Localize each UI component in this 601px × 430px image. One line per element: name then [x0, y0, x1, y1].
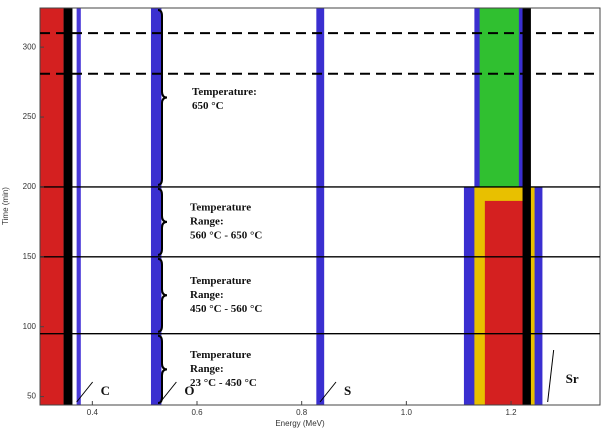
x-tick-label: 1.2 — [505, 408, 517, 417]
annotation: Range: — [190, 289, 224, 301]
brace — [157, 187, 168, 256]
annotation: Temperature: — [192, 86, 257, 98]
annotation: Temperature — [190, 349, 251, 361]
x-axis-label: Energy (MeV) — [275, 419, 325, 428]
signal-band — [150, 8, 162, 405]
annotation: Temperature — [190, 201, 251, 213]
annotation: Temperature — [190, 275, 251, 287]
y-tick-label: 250 — [23, 112, 37, 121]
x-tick-label: 0.8 — [296, 408, 308, 417]
y-tick-label: 300 — [23, 42, 37, 51]
signal-band — [63, 8, 73, 405]
y-tick-label: 150 — [23, 252, 37, 261]
x-tick-label: 1.0 — [401, 408, 413, 417]
plot-frame — [39, 7, 601, 406]
signal-band — [316, 8, 325, 405]
arrow — [159, 381, 177, 403]
y-axis-label: Time (min) — [1, 187, 10, 225]
annotation: 23 °C - 450 °C — [190, 377, 257, 389]
signal-band — [76, 8, 81, 405]
y-tick-label: 200 — [23, 182, 37, 191]
arrow — [319, 381, 337, 403]
signal-band — [40, 8, 64, 405]
brace — [157, 257, 168, 333]
arrow — [76, 381, 94, 403]
annotation: 560 °C - 650 °C — [190, 229, 262, 241]
x-tick-label: 0.4 — [87, 408, 99, 417]
annotation: 450 °C - 560 °C — [190, 303, 262, 315]
peak-label: S — [344, 383, 351, 398]
peak-label: C — [101, 383, 110, 398]
annotation: 650 °C — [192, 100, 224, 112]
signal-band — [484, 200, 530, 405]
peak-label: Sr — [566, 371, 579, 386]
brace — [157, 9, 168, 186]
x-tick-label: 0.6 — [191, 408, 203, 417]
annotation: Range: — [190, 363, 224, 375]
signal-band — [479, 8, 519, 187]
arrow — [547, 349, 555, 403]
y-tick-label: 50 — [27, 392, 36, 401]
signal-band — [522, 8, 531, 405]
peak-label: O — [184, 383, 194, 398]
y-tick-label: 100 — [23, 322, 37, 331]
annotation: Range: — [190, 215, 224, 227]
